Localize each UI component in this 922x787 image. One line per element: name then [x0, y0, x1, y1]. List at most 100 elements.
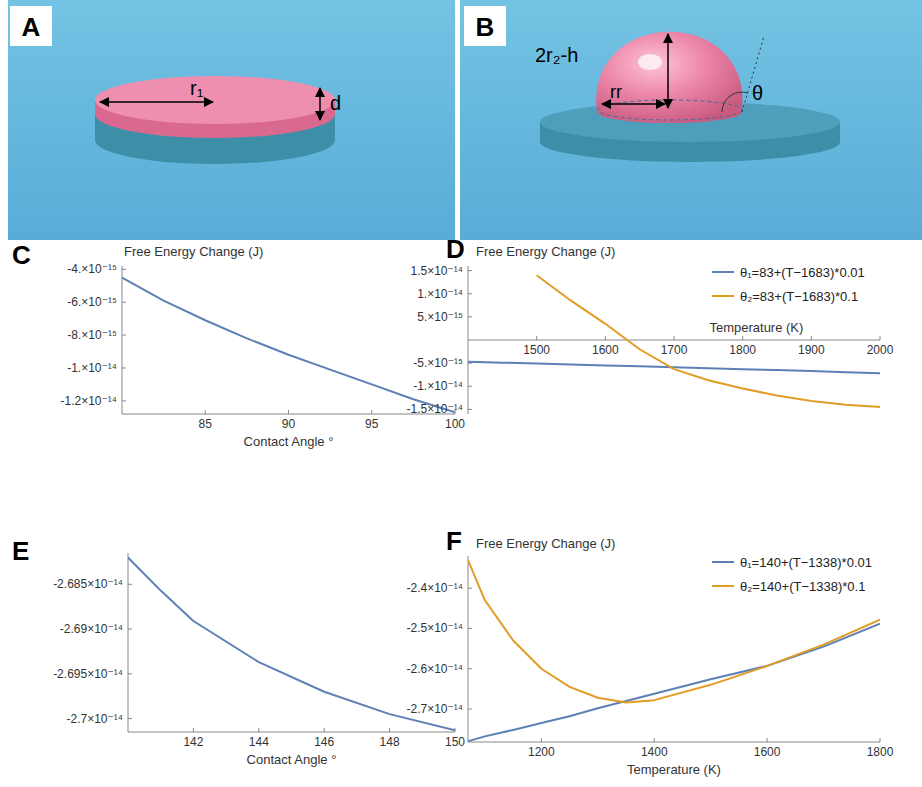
panel-letter: A [22, 12, 41, 42]
chart-panel: F-2.4×10⁻¹⁴-2.5×10⁻¹⁴-2.6×10⁻¹⁴-2.7×10⁻¹… [406, 526, 893, 777]
panel-letter: B [476, 12, 495, 42]
y-tick [468, 293, 472, 294]
x-tick [742, 336, 743, 340]
y-tick-label: -2.69×10⁻¹⁴ [60, 622, 123, 636]
legend-swatch [712, 271, 734, 273]
x-tick [324, 728, 325, 732]
y-tick [468, 708, 472, 709]
background [8, 0, 455, 240]
x-tick-label: 95 [365, 417, 379, 431]
x-tick-label: 1400 [641, 745, 668, 759]
x-tick [767, 738, 768, 742]
y-tick-label: -2.7×10⁻¹⁴ [406, 702, 463, 716]
chart-panel: D1.5×10⁻¹⁴1.×10⁻¹⁴5.×10⁻¹⁵-5.×10⁻¹⁵-1.×1… [406, 234, 893, 416]
y-tick [128, 629, 132, 630]
y-tick-label: 5.×10⁻¹⁵ [417, 310, 463, 324]
background [460, 0, 922, 240]
y-tick-label: -2.4×10⁻¹⁴ [406, 581, 463, 595]
y-tick [122, 335, 126, 336]
y-tick [468, 386, 472, 387]
x-tick [288, 410, 289, 414]
x-tick [880, 336, 881, 340]
x-tick [541, 738, 542, 742]
series-line [468, 624, 880, 742]
y-tick [122, 400, 126, 401]
radius-arrow [100, 101, 213, 103]
x-axis [468, 742, 880, 743]
x-tick-label: 1700 [661, 343, 688, 357]
y-tick-label: -5.×10⁻¹⁵ [413, 356, 463, 370]
x-tick-label: 146 [314, 735, 334, 749]
x-tick [389, 728, 390, 732]
contact-line [598, 100, 742, 120]
y-tick [468, 409, 472, 410]
y-axis-title: Free Energy Change (J) [476, 536, 615, 551]
y-tick-label: -2.6×10⁻¹⁴ [406, 662, 463, 676]
x-tick [536, 336, 537, 340]
y-tick-label: 1.5×10⁻¹⁴ [410, 264, 463, 278]
y-tick [128, 673, 132, 674]
x-tick-label: 1500 [523, 343, 550, 357]
y-tick-label: -4.×10⁻¹⁵ [67, 262, 117, 276]
x-axis [128, 732, 455, 733]
legend-swatch [712, 561, 734, 563]
x-tick-label: 150 [445, 735, 465, 749]
panel-letter: E [12, 536, 29, 566]
x-tick-label: 1600 [592, 343, 619, 357]
x-tick-label: 1800 [867, 745, 894, 759]
legend-label: θ₂=83+(T−1683)*0.1 [740, 289, 858, 304]
y-tick [128, 718, 132, 719]
x-tick-label: 1600 [754, 745, 781, 759]
series-line [122, 278, 455, 413]
x-tick [674, 336, 675, 340]
x-axis-title: Temperature (K) [627, 762, 721, 777]
y-tick-label: -1.2×10⁻¹⁴ [60, 394, 117, 408]
plot-area [468, 560, 880, 741]
y-tick [122, 302, 126, 303]
radius-label: r₁ [190, 77, 204, 99]
x-tick [371, 410, 372, 414]
plot-area [468, 275, 880, 407]
series-line [468, 362, 880, 374]
y-tick [468, 588, 472, 589]
panel-letter: D [446, 234, 465, 264]
legend-label: θ₁=140+(T−1338)*0.01 [740, 555, 872, 570]
base-radius-label: rr [610, 82, 622, 102]
height-arrow [667, 34, 669, 108]
y-tick [468, 270, 472, 271]
highlight [638, 54, 662, 70]
y-tick-label: -2.5×10⁻¹⁴ [406, 621, 463, 635]
y-axis [122, 266, 123, 414]
y-axis-title: Free Energy Change (J) [476, 244, 615, 259]
x-tick [654, 738, 655, 742]
x-tick-label: 148 [380, 735, 400, 749]
y-tick [122, 269, 126, 270]
chart-panel: E-2.685×10⁻¹⁴-2.69×10⁻¹⁴-2.695×10⁻¹⁴-2.7… [12, 536, 465, 767]
y-tick-label: -1.×10⁻¹⁴ [413, 379, 463, 393]
x-tick [880, 738, 881, 742]
tangent-line [742, 36, 764, 112]
x-tick-label: 1200 [528, 745, 555, 759]
y-tick [468, 628, 472, 629]
x-tick [258, 728, 259, 732]
x-tick-label: 100 [445, 417, 465, 431]
panel-b: B2r₂-hrrθ [460, 0, 922, 240]
x-axis-title: Contact Angle ° [247, 752, 337, 767]
chart-panel: C-4.×10⁻¹⁵-6.×10⁻¹⁵-8.×10⁻¹⁵-1.×10⁻¹⁴-1.… [12, 240, 465, 449]
angle-label: θ [752, 82, 763, 104]
y-tick-label: -6.×10⁻¹⁵ [67, 295, 117, 309]
y-tick-label: -1.×10⁻¹⁴ [67, 361, 117, 375]
x-axis-title: Contact Angle ° [244, 434, 334, 449]
y-tick [468, 668, 472, 669]
x-tick [605, 336, 606, 340]
y-tick-label: -1.5×10⁻¹⁴ [406, 402, 463, 416]
y-axis [128, 553, 129, 732]
x-tick-label: 1900 [798, 343, 825, 357]
x-tick [811, 336, 812, 340]
plot-area [122, 278, 455, 413]
y-tick-label: -8.×10⁻¹⁵ [67, 328, 117, 342]
x-tick-label: 90 [282, 417, 296, 431]
y-tick [468, 316, 472, 317]
y-tick-label: -2.7×10⁻¹⁴ [66, 712, 123, 726]
legend-label: θ₂=140+(T−1338)*0.1 [740, 579, 865, 594]
